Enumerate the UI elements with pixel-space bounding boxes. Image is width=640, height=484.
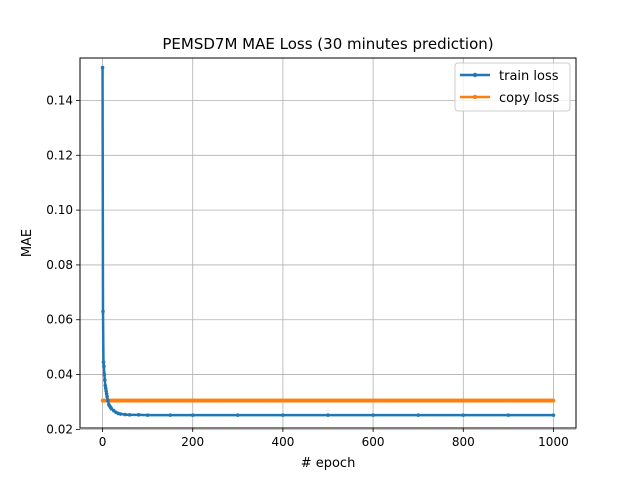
train-loss-point xyxy=(371,413,375,417)
train-loss-point xyxy=(118,412,123,416)
train-loss-point xyxy=(106,398,110,403)
train-loss-point xyxy=(145,413,150,417)
plot-frame xyxy=(79,57,577,429)
x-tick-label: 600 xyxy=(362,435,385,449)
train-loss-point xyxy=(551,413,556,417)
train-loss-point xyxy=(104,389,108,393)
chart-title: PEMSD7M MAE Loss (30 minutes prediction) xyxy=(162,35,493,53)
train-loss-point xyxy=(136,413,141,417)
train-loss-point xyxy=(461,413,466,417)
grid xyxy=(80,58,576,430)
legend-train-label: train loss xyxy=(499,69,559,84)
y-tick-label: 0.04 xyxy=(46,368,73,382)
legend-train-marker xyxy=(472,72,478,78)
y-tick-label: 0.06 xyxy=(46,313,73,327)
legend-copy-marker xyxy=(472,94,478,100)
train-loss-point xyxy=(105,394,109,399)
train-loss-point xyxy=(103,378,107,382)
train-loss-point xyxy=(103,386,108,391)
x-axis-label: # epoch xyxy=(301,456,356,471)
legend: train loss copy loss xyxy=(454,62,571,112)
train-loss-point xyxy=(416,413,420,417)
legend-copy-label: copy loss xyxy=(499,91,560,106)
train-loss-point xyxy=(102,372,107,377)
y-tick-label: 0.10 xyxy=(46,203,73,217)
train-loss-point xyxy=(168,413,172,417)
train-loss-point xyxy=(236,413,240,417)
x-tick-label: 1000 xyxy=(538,435,569,449)
train-loss-point xyxy=(104,391,109,396)
train-loss-point xyxy=(100,65,105,70)
train-loss-point xyxy=(506,413,511,417)
y-axis-label: MAE xyxy=(20,229,35,257)
y-tick-label: 0.14 xyxy=(46,93,73,107)
y-tick-label: 0.08 xyxy=(46,258,73,272)
y-tick-label: 0.12 xyxy=(46,148,73,162)
train-loss-point xyxy=(102,364,106,369)
train-loss-point xyxy=(281,413,285,417)
x-tick-label: 800 xyxy=(452,435,475,449)
x-tick-label: 200 xyxy=(181,435,204,449)
y-tick-label: 0.02 xyxy=(46,422,73,436)
x-tick-label: 400 xyxy=(271,435,294,449)
train-loss-point xyxy=(326,413,330,417)
x-tick-label: 0 xyxy=(99,435,107,449)
series-group xyxy=(100,65,556,417)
train-loss-point xyxy=(101,309,105,314)
train-loss-point xyxy=(127,413,132,417)
train-loss-point xyxy=(101,360,106,365)
train-loss-point xyxy=(123,412,127,417)
train-loss-point xyxy=(103,383,108,388)
train-loss-point xyxy=(190,413,195,417)
ticks: 0 200 400 600 800 1000 0.02 0.04 0.06 0.08 0.10 0.1… xyxy=(46,93,568,449)
copy-loss-point xyxy=(551,398,556,403)
